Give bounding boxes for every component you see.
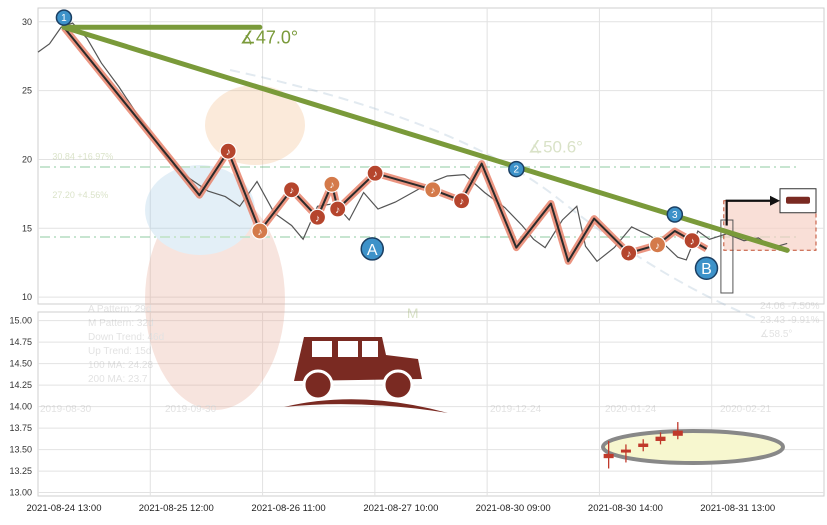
ghost-legend-entry: M Pattern: 32d xyxy=(88,318,154,329)
pivot-marker xyxy=(508,160,525,178)
note-marker xyxy=(251,222,269,240)
jeep-wheel xyxy=(382,369,414,401)
ghost-date-label: 2019-08-30 xyxy=(40,404,92,415)
mascot-body-shape xyxy=(145,190,285,410)
ghost-right-label: 24.06 -7.50% xyxy=(760,301,820,312)
y-tick-label-bottom: 14.25 xyxy=(9,380,32,390)
y-tick-label-top: 25 xyxy=(22,86,32,96)
y-tick-label-bottom: 14.00 xyxy=(9,402,32,412)
ghost-date-label: 2020-01-24 xyxy=(605,404,657,415)
y-tick-label-bottom: 13.25 xyxy=(9,466,32,476)
x-tick-label: 2021-08-25 12:00 xyxy=(139,503,214,514)
ghost-right-label: ∡58.5° xyxy=(760,329,792,340)
note-marker-glyph: ♪ xyxy=(655,241,660,252)
pivot-marker-label: 1 xyxy=(61,13,67,24)
pivot-marker xyxy=(666,206,684,223)
y-tick-label-top: 10 xyxy=(22,292,32,302)
x-tick-label: 2021-08-27 10:00 xyxy=(363,503,438,514)
x-tick-label: 2021-08-24 13:00 xyxy=(26,503,101,514)
pivot-marker-label: 3 xyxy=(672,210,678,221)
pivot-marker-label: B xyxy=(701,261,712,278)
jeep-window xyxy=(338,341,358,357)
note-marker-glyph: ♪ xyxy=(690,237,695,248)
ghost-legend-entry: Down Trend: 46d xyxy=(88,332,164,343)
x-tick-label: 2021-08-30 14:00 xyxy=(588,503,663,514)
y-tick-label-bottom: 14.75 xyxy=(9,337,32,347)
note-marker-glyph: ♪ xyxy=(626,249,631,260)
candle-body xyxy=(655,436,666,441)
mascot-cape-shape xyxy=(145,165,255,255)
bottom-panel-frame xyxy=(37,311,825,497)
y-tick-label-bottom: 14.50 xyxy=(9,359,32,369)
note-marker-glyph: ♪ xyxy=(329,180,334,191)
pivot-marker-label: 2 xyxy=(514,165,520,176)
note-marker-glyph: ♪ xyxy=(459,197,464,208)
note-marker xyxy=(424,181,442,199)
y-tick-label-bottom: 13.00 xyxy=(9,488,32,498)
candle-body xyxy=(672,430,683,436)
candle-body xyxy=(620,449,631,453)
ghost-annotation: ∡50.6° xyxy=(528,138,583,157)
y-tick-label-top: 15 xyxy=(22,223,32,233)
jeep-wheel xyxy=(302,369,334,401)
ghost-legend-entry: Up Trend: 15d xyxy=(88,346,151,357)
ghost-date-label: 2019-12-24 xyxy=(490,404,542,415)
note-marker xyxy=(620,244,638,262)
forecast-arrow-head xyxy=(770,195,780,206)
note-marker xyxy=(323,175,341,193)
ghost-date-label: 2020-02-21 xyxy=(720,404,772,415)
jeep-window xyxy=(312,341,332,357)
note-marker xyxy=(282,181,301,199)
sedan-badge-icon xyxy=(786,196,810,204)
note-marker xyxy=(219,142,237,160)
ghost-legend-entry: 200 MA: 23.7 xyxy=(88,374,148,385)
note-marker-glyph: ♪ xyxy=(335,205,340,216)
y-tick-label-bottom: 15.00 xyxy=(9,316,32,326)
note-marker-glyph: ♪ xyxy=(373,169,378,180)
candle-body xyxy=(603,453,614,459)
trendline-angle-label: ∡47.0° xyxy=(240,27,298,47)
y-tick-label-bottom: 13.50 xyxy=(9,445,32,455)
pivot-marker-label: A xyxy=(367,242,378,259)
candle-highlight-oval xyxy=(601,429,785,465)
note-marker-glyph: ♪ xyxy=(289,186,294,197)
y-tick-label-bottom: 13.75 xyxy=(9,423,32,433)
pivot-marker xyxy=(360,237,385,261)
note-marker-glyph: ♪ xyxy=(430,186,435,197)
x-tick-label: 2021-08-26 11:00 xyxy=(251,503,325,514)
note-marker xyxy=(308,208,327,226)
x-tick-label: 2021-08-31 13:00 xyxy=(700,503,775,514)
ghost-legend-entry: 100 MA: 24.28 xyxy=(88,360,153,371)
note-marker xyxy=(366,164,384,182)
ghost-legend-entry: A Pattern: 29d xyxy=(88,304,151,315)
x-tick-label: 2021-08-30 09:00 xyxy=(476,503,551,514)
pivot-marker xyxy=(694,256,719,280)
trendline xyxy=(61,24,790,253)
jeep-window xyxy=(362,341,378,357)
ghost-ma-line xyxy=(229,69,761,321)
note-marker-glyph: ♪ xyxy=(257,227,262,238)
note-marker-glyph: ♪ xyxy=(226,147,231,158)
note-marker xyxy=(452,192,471,210)
candle-body xyxy=(638,443,649,447)
ghost-date-label: 2019-09-30 xyxy=(165,404,217,415)
y-tick-label-top: 20 xyxy=(22,154,32,164)
y-tick-label-top: 30 xyxy=(22,17,32,27)
ghost-annotation: M xyxy=(407,305,419,321)
ghost-annotation: 30.84 +16.97% xyxy=(52,151,113,161)
pivot-marker xyxy=(55,9,73,26)
note-marker xyxy=(648,236,667,254)
forecast-arrow xyxy=(725,199,770,226)
note-marker xyxy=(329,200,347,218)
jeep-ground-swoosh xyxy=(284,399,448,413)
ghost-right-label: 23.43 -9.91% xyxy=(760,315,820,326)
ghost-annotation: 27.20 +4.56% xyxy=(52,190,108,200)
note-marker xyxy=(683,232,701,250)
note-marker-glyph: ♪ xyxy=(315,213,320,224)
jeep-logo xyxy=(284,337,448,413)
